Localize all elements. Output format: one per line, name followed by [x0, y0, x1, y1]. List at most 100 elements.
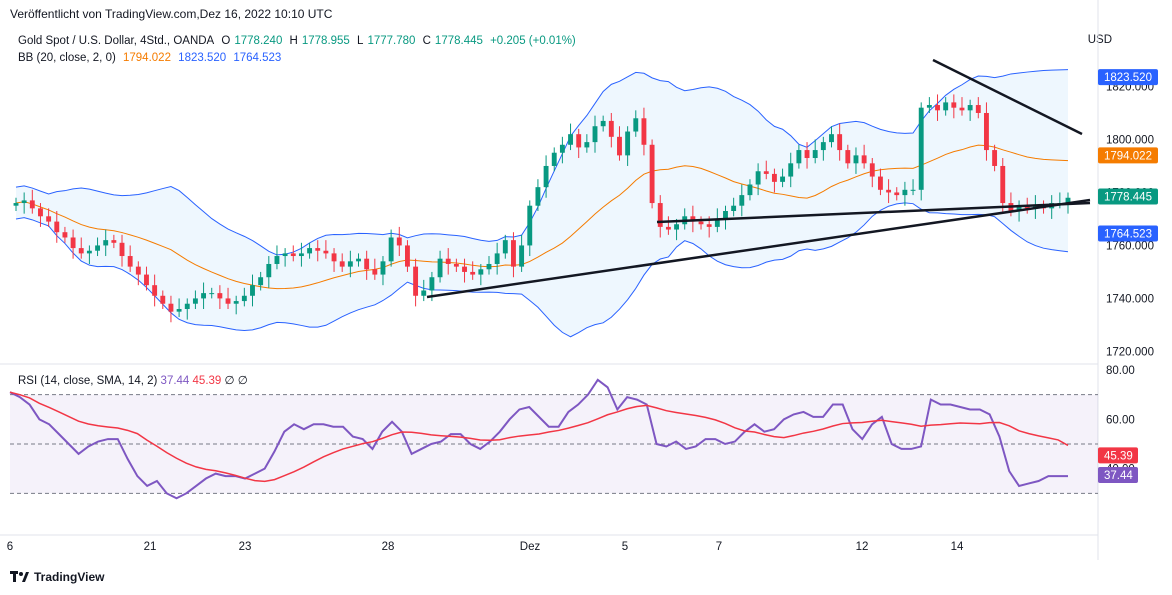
candle-body [804, 150, 810, 159]
candle-body [796, 150, 802, 164]
candle-body [331, 253, 337, 262]
candle-body [233, 301, 239, 304]
candle-body [29, 200, 35, 209]
bb-lower-line [15, 202, 1069, 338]
rsi-sma-value: 45.39 [192, 375, 222, 387]
low-value: 1777.780 [367, 35, 416, 47]
candle-body [95, 245, 100, 251]
candle-body [894, 192, 900, 196]
candle-body [861, 155, 867, 164]
candle-body [46, 216, 52, 222]
trendline-lower [426, 198, 1091, 299]
currency-label: USD [1087, 34, 1112, 46]
high-label: H [289, 35, 298, 47]
candle-body [54, 221, 60, 233]
bb-legend: BB (20, close, 2, 0) 1794.022 1823.520 1… [18, 52, 285, 64]
candle-body [445, 258, 451, 264]
candle-body [462, 266, 467, 272]
candle-body [127, 256, 133, 267]
candle-body [494, 253, 500, 264]
price-tag-label-bb_upper: 1823.520 [1104, 72, 1152, 84]
candle-body [78, 248, 84, 254]
candle-body [543, 165, 549, 188]
candle-body [641, 118, 647, 145]
rsi-tag-label-sma: 45.39 [1104, 450, 1133, 462]
open-value: 1778.240 [234, 35, 283, 47]
rsi-tag-rsi [1098, 466, 1138, 483]
candle-body [184, 303, 190, 310]
candle-body [103, 240, 109, 246]
candle-body [600, 120, 606, 127]
candle-body [788, 163, 794, 177]
candle-body [502, 240, 508, 254]
candle-body [519, 245, 525, 267]
candle-body [405, 245, 410, 267]
bb-fill [16, 69, 1068, 337]
candle-body [250, 285, 255, 296]
footer-brand[interactable]: TradingView [10, 570, 104, 584]
x-tick-label: Dez [520, 541, 541, 553]
candle-body [217, 293, 223, 299]
candle-body [698, 221, 704, 225]
bb-upper-line [15, 69, 1069, 256]
candle-body [592, 126, 598, 143]
candle-body [690, 216, 696, 222]
candle-body [38, 208, 43, 217]
candle-body [657, 203, 663, 227]
rsi-legend: RSI (14, close, SMA, 14, 2) 37.44 45.39 … [18, 373, 248, 387]
x-tick-label: 21 [144, 541, 157, 553]
candle-body [209, 293, 215, 295]
candle-body [869, 163, 875, 177]
candle-body [486, 263, 492, 270]
candle-body [747, 184, 753, 196]
candle-body [364, 258, 370, 270]
change-value: +0.205 (+0.01%) [490, 35, 576, 47]
published-note: Veröffentlicht von TradingView.com,Dez 1… [10, 7, 333, 21]
tradingview-logo-icon [10, 571, 29, 582]
candle-body [396, 237, 402, 246]
y-tick-label: 1740.000 [1106, 293, 1154, 305]
close-value: 1778.445 [434, 35, 483, 47]
candle-body [160, 295, 166, 304]
candle-body [576, 134, 582, 148]
candle-body [323, 250, 329, 254]
candle-body [617, 136, 622, 156]
x-tick-label: 23 [239, 541, 252, 553]
rsi-extra-2: ∅ [237, 375, 248, 387]
bb-mid-line [15, 144, 1069, 290]
x-tick-label: 5 [622, 541, 628, 553]
low-label: L [357, 35, 364, 47]
price-tag-bb_lower [1098, 225, 1158, 242]
rsi-label: RSI (14, close, SMA, 14, 2) [18, 375, 158, 387]
price-tag-label-bb_mid: 1794.022 [1104, 150, 1152, 162]
trendline-support [656, 201, 1091, 224]
candle-body [62, 232, 68, 238]
rsi-sma-line [9, 391, 1069, 483]
rsi-line [9, 378, 1068, 500]
candle-body [706, 224, 712, 227]
candle-body [633, 118, 639, 132]
candle-body [739, 195, 745, 206]
y-tick-label: 1800.000 [1106, 134, 1154, 146]
candle-body [910, 189, 916, 191]
candle-body [1024, 205, 1030, 209]
bb-lower-value: 1764.523 [233, 52, 282, 64]
candle-body [511, 240, 516, 267]
candle-body [13, 203, 19, 206]
x-tick-label: 6 [7, 541, 13, 553]
candle-body [282, 253, 288, 257]
candle-body [241, 295, 247, 302]
candle-body [1000, 165, 1006, 204]
candle-body [135, 266, 141, 275]
candle-body [731, 205, 737, 211]
candle-body [347, 261, 353, 267]
candle-body [926, 105, 932, 108]
candle-body [315, 248, 321, 251]
trendline-upper [932, 58, 1083, 136]
rsi-tag-label-rsi: 37.44 [1104, 470, 1133, 482]
candle-body [168, 303, 174, 312]
price-tag-label-last: 1778.445 [1104, 192, 1152, 204]
y-tick-label: 1720.000 [1106, 346, 1154, 358]
